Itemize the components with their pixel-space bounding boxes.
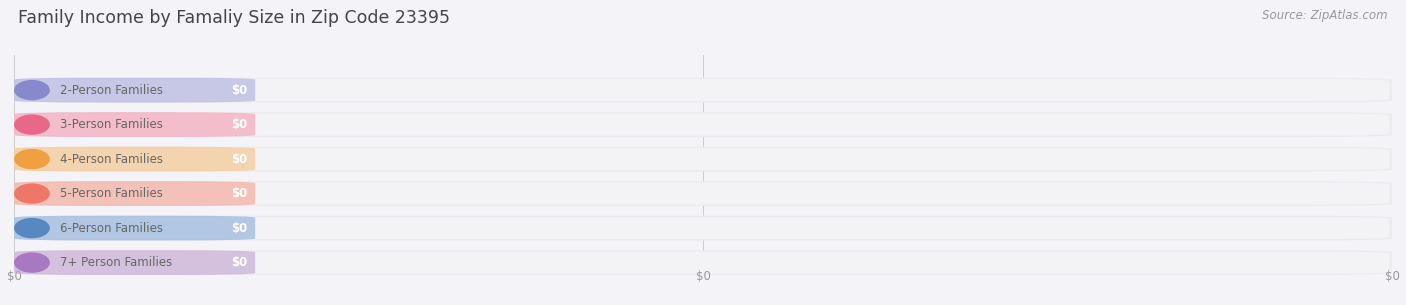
FancyBboxPatch shape xyxy=(14,250,1392,275)
FancyBboxPatch shape xyxy=(17,148,1389,170)
FancyBboxPatch shape xyxy=(17,113,1389,136)
Text: 4-Person Families: 4-Person Families xyxy=(59,152,163,166)
FancyBboxPatch shape xyxy=(14,181,1392,206)
Ellipse shape xyxy=(14,183,49,204)
Text: 6-Person Families: 6-Person Families xyxy=(59,222,163,235)
FancyBboxPatch shape xyxy=(14,78,256,102)
Text: $0: $0 xyxy=(231,222,247,235)
Text: 3-Person Families: 3-Person Families xyxy=(59,118,163,131)
FancyBboxPatch shape xyxy=(14,216,1392,241)
FancyBboxPatch shape xyxy=(14,181,256,206)
Ellipse shape xyxy=(14,253,49,273)
Text: 2-Person Families: 2-Person Families xyxy=(59,84,163,97)
FancyBboxPatch shape xyxy=(17,217,1389,239)
Text: $0: $0 xyxy=(231,152,247,166)
FancyBboxPatch shape xyxy=(14,112,1392,137)
Ellipse shape xyxy=(14,149,49,169)
Text: $0: $0 xyxy=(231,118,247,131)
FancyBboxPatch shape xyxy=(14,147,1392,171)
Text: $0: $0 xyxy=(231,187,247,200)
FancyBboxPatch shape xyxy=(14,112,256,137)
Ellipse shape xyxy=(14,114,49,135)
Text: $0: $0 xyxy=(231,84,247,97)
FancyBboxPatch shape xyxy=(14,78,1392,102)
Text: Source: ZipAtlas.com: Source: ZipAtlas.com xyxy=(1263,9,1388,22)
Ellipse shape xyxy=(14,218,49,238)
Text: 7+ Person Families: 7+ Person Families xyxy=(59,256,172,269)
Text: $0: $0 xyxy=(231,256,247,269)
FancyBboxPatch shape xyxy=(17,252,1389,274)
FancyBboxPatch shape xyxy=(17,79,1389,101)
Ellipse shape xyxy=(14,80,49,100)
FancyBboxPatch shape xyxy=(14,216,256,241)
FancyBboxPatch shape xyxy=(17,183,1389,205)
FancyBboxPatch shape xyxy=(14,250,256,275)
Text: 5-Person Families: 5-Person Families xyxy=(59,187,163,200)
Text: Family Income by Famaliy Size in Zip Code 23395: Family Income by Famaliy Size in Zip Cod… xyxy=(18,9,450,27)
FancyBboxPatch shape xyxy=(14,147,256,171)
